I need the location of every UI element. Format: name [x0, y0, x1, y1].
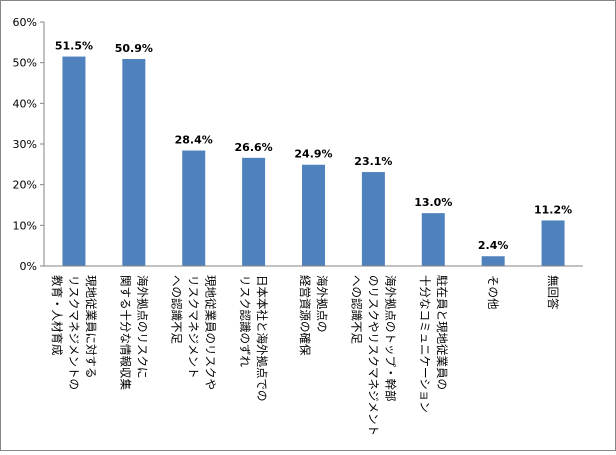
y-tick-label: 20% [13, 179, 37, 192]
category-label: 駐在員と現地従業員の [435, 275, 449, 390]
category-label: 海外拠点のリスクに [135, 275, 149, 379]
bar [481, 256, 505, 266]
data-label: 28.4% [175, 134, 213, 147]
category-label: リスクマネジメントの [67, 275, 81, 390]
category-label: リスクマネジメント [187, 275, 201, 379]
y-tick-label: 50% [13, 57, 37, 70]
bar [242, 157, 266, 266]
category-label: その他 [486, 275, 500, 310]
category-label: 教育・人材育成 [50, 275, 64, 356]
bar [122, 59, 146, 266]
data-label: 11.2% [534, 203, 572, 216]
category-label: 海外拠点の [315, 275, 329, 333]
category-label: リスク認識のずれ [238, 275, 252, 367]
y-tick-label: 40% [13, 97, 37, 110]
category-label: 現地従業員のリスクや [204, 275, 218, 390]
y-tick-label: 10% [13, 219, 37, 232]
category-label: への認識不足 [170, 275, 184, 344]
bars [62, 56, 565, 266]
category-label: 日本本社と海外拠点での [255, 275, 269, 402]
data-label: 2.4% [478, 239, 509, 252]
data-label: 50.9% [115, 42, 153, 55]
data-label: 13.0% [414, 196, 452, 209]
category-label: 十分なコミュニケーション [418, 275, 432, 413]
bar [361, 172, 385, 266]
category-label: 現地従業員に対する [84, 275, 98, 379]
data-label: 24.9% [294, 148, 332, 161]
bar [182, 150, 206, 266]
category-label: 関する十分な情報収集 [118, 275, 132, 390]
category-label: 無回答 [546, 275, 560, 310]
category-label: 海外拠点のトップ・幹部 [383, 275, 397, 402]
bar [541, 220, 565, 266]
y-tick-label: 30% [13, 138, 37, 151]
bar [302, 164, 325, 266]
bar [421, 213, 445, 266]
data-labels: 51.5% 50.9% 28.4% 26.6% 24.9% 23.1% 13.0% 2.4% 1… [55, 40, 572, 253]
y-axis-ticks: 0% 10% 20% 30% 40% 50% 60% [13, 16, 44, 273]
y-tick-label: 60% [13, 16, 37, 29]
data-label: 51.5% [55, 40, 93, 53]
bar [62, 56, 86, 266]
data-label: 26.6% [235, 141, 273, 154]
axes [43, 22, 583, 267]
data-label: 23.1% [354, 155, 392, 168]
y-tick-label: 0% [20, 260, 37, 273]
category-label: のリスクやリスクマネジメント [366, 275, 380, 436]
category-label: への認識不足 [349, 275, 363, 344]
category-label: 経営資源の確保 [298, 275, 312, 356]
